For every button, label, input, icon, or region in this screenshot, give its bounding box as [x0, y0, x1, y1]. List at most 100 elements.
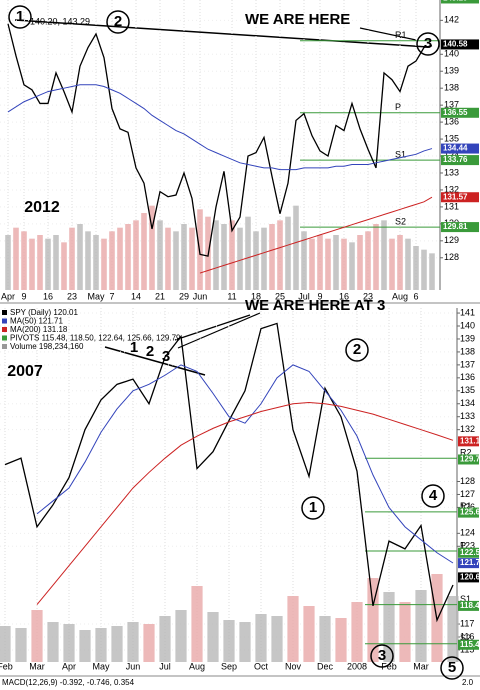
ma-line [36, 401, 454, 605]
pivot-label: S1 [395, 149, 406, 159]
volume-bar [367, 578, 379, 662]
x-tick-label: 25 [275, 291, 285, 301]
volume-bar [13, 227, 19, 290]
y-tick-label: 134 [460, 398, 475, 408]
y-tick-label: 133 [444, 167, 459, 177]
volume-bar [31, 610, 43, 662]
y-tick-label: 132 [460, 424, 475, 434]
volume-bar [63, 624, 75, 662]
price-box-label: 133.76 [443, 155, 468, 164]
y-tick-label: 138 [444, 83, 459, 93]
volume-bar [351, 602, 363, 662]
trend-line [104, 346, 206, 376]
x-tick-label: 6 [413, 291, 418, 301]
volume-bar [165, 227, 171, 290]
y-tick-label: 142 [444, 15, 459, 25]
volume-bar [301, 231, 307, 290]
price-box [441, 143, 479, 154]
annotation: 2007 [7, 363, 43, 380]
pivot-label: P [395, 102, 401, 112]
annotation: 1 [309, 499, 317, 516]
price-box [458, 507, 479, 518]
legend-swatch [2, 310, 7, 315]
x-tick-label: 21 [155, 291, 165, 301]
volume-bar [405, 238, 411, 290]
annotation-circle [370, 644, 394, 668]
x-tick-label: Sep [221, 661, 237, 671]
volume-bar [373, 224, 379, 290]
y-tick-label: 138 [460, 346, 475, 356]
price-box [441, 0, 479, 4]
price-box-label: 118.4 [460, 601, 480, 610]
y-tick-label: 129 [444, 235, 459, 245]
annotation: WE ARE HERE AT 3 [245, 297, 385, 314]
x-tick-label: Jul [298, 291, 310, 301]
price-box-label: 131.57 [443, 192, 468, 201]
price-box-label: 140.58 [443, 40, 468, 49]
price-box [441, 222, 479, 233]
y-tick-label: 117 [460, 618, 474, 628]
volume-bar [317, 235, 323, 290]
price-line [4, 322, 454, 623]
volume-bar [357, 235, 363, 290]
ma-line [36, 364, 454, 564]
pivot-label: P [460, 540, 466, 550]
y-tick-label: 136 [460, 372, 475, 382]
pivot-label: S2 [395, 216, 406, 226]
x-tick-label: Mar [413, 661, 429, 671]
price-box [458, 436, 479, 447]
volume-bar [383, 592, 395, 662]
x-tick-label: 18 [251, 291, 261, 301]
pivot-label: R2 [460, 448, 472, 458]
volume-bar [37, 235, 43, 290]
volume-bar [229, 220, 235, 290]
annotation-circle [421, 484, 445, 508]
annotation: 1 [130, 339, 138, 356]
annotation: 2 [146, 343, 154, 360]
volume-bar [125, 224, 131, 290]
arrow-line [359, 27, 417, 41]
legend-entry: MA(50) 121.71 [10, 317, 63, 326]
annotation-circle [106, 10, 130, 34]
volume-bar [303, 606, 315, 662]
price-line [7, 23, 433, 257]
price-box-label: 129.7 [460, 455, 480, 464]
volume-bar [197, 209, 203, 290]
volume-bar [149, 205, 155, 290]
price-box [458, 558, 479, 569]
volume-bar [101, 238, 107, 290]
volume-bar [29, 238, 35, 290]
volume-bar [341, 238, 347, 290]
trend-line [14, 19, 429, 48]
legend-swatch [2, 327, 7, 332]
volume-bar [287, 596, 299, 662]
volume-bar [95, 628, 107, 662]
x-tick-label: Nov [285, 661, 302, 671]
price-box-label: 131.1 [460, 436, 480, 445]
volume-bar [213, 220, 219, 290]
x-tick-label: Feb [0, 661, 13, 671]
volume-bar [447, 596, 459, 662]
volume-bar [5, 235, 11, 290]
x-tick-label: Aug [392, 291, 408, 301]
volume-bar [181, 224, 187, 290]
price-box-label: 143.29 [443, 0, 468, 3]
y-tick-label: 116 [460, 631, 474, 641]
legend-entry: MA(200) 131.18 [10, 325, 68, 334]
volume-bar [399, 602, 411, 662]
legend-entry: SPY (Daily) 120.01 [10, 308, 78, 317]
annotation: 4 [429, 487, 438, 504]
y-tick-label: 123 [460, 541, 475, 551]
y-tick-label: 133 [460, 411, 475, 421]
volume-bar [325, 238, 331, 290]
volume-bar [271, 616, 283, 662]
volume-bar [143, 624, 155, 662]
price-box [458, 600, 479, 611]
volume-bar [133, 220, 139, 290]
y-tick-label: 126 [460, 502, 475, 512]
price-box [458, 639, 479, 650]
price-box [441, 107, 479, 118]
ma-line [199, 196, 433, 274]
price-box-label: 121.7 [460, 558, 480, 567]
volume-bar [389, 238, 395, 290]
